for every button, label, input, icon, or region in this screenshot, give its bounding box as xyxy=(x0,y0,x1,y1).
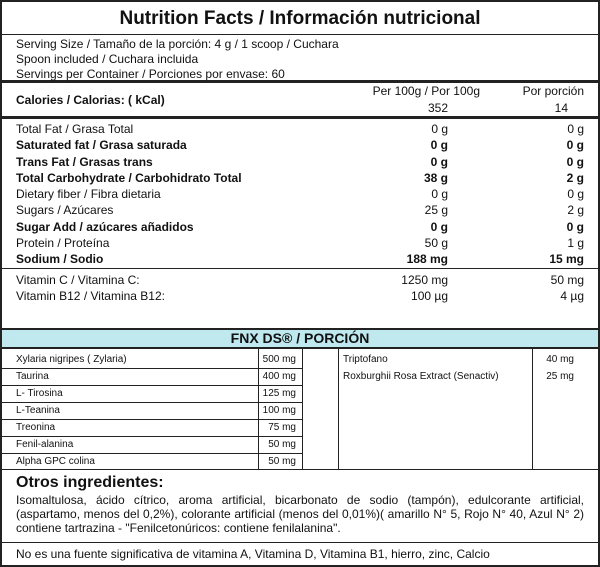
ingredient-name: Roxburghii Rosa Extract (Senactiv) xyxy=(343,370,499,382)
grid-line xyxy=(2,435,302,437)
grid-line xyxy=(532,348,533,469)
ingredient-name: Xylaria nigripes ( Zylaria) xyxy=(16,353,127,365)
serving-line: Servings per Container / Porciones por e… xyxy=(16,67,285,81)
per100-header: Per 100g / Por 100g xyxy=(372,84,480,98)
per100-value: 1250 mg xyxy=(401,272,448,287)
footer: No es una fuente significativa de vitami… xyxy=(16,546,490,561)
ingredient-name: Taurina xyxy=(16,370,49,382)
ingredient-name: Treonina xyxy=(16,421,56,433)
nutrient-row: Dietary fiber / Fibra dietaria 0 g 0 g xyxy=(2,186,598,202)
portion-value: 2 g xyxy=(567,203,584,218)
nutrient-name: Dietary fiber / Fibra dietaria xyxy=(16,187,161,202)
vitamins: Vitamin C / Vitamina C: 1250 mg 50 mg Vitam… xyxy=(2,269,598,328)
portion-value: 1 g xyxy=(567,236,584,251)
ingredient-amount: 400 mg xyxy=(262,370,296,382)
portion-value: 0 g xyxy=(567,187,584,202)
grid-line xyxy=(302,348,303,469)
serving-info: Serving Size / Tamaño de la porción: 4 g… xyxy=(2,35,598,83)
ingredient-name: Alpha GPC colina xyxy=(16,455,95,467)
grid-line xyxy=(258,348,259,469)
ingredient-amount: 50 mg xyxy=(268,438,296,450)
vitamin-row: Vitamin B12 / Vitamina B12: 100 µg 4 µg xyxy=(2,288,598,304)
portion-value: 0 g xyxy=(567,122,584,136)
ingredient-name: L- Tirosina xyxy=(16,387,63,399)
per100-value: 0 g xyxy=(430,154,448,169)
portion-value: 2 g xyxy=(566,170,584,185)
portion-value: 15 mg xyxy=(549,252,584,267)
per100-value: 25 g xyxy=(424,203,448,218)
vitamin-name: Vitamin B12 / Vitamina B12: xyxy=(16,288,165,303)
ingredient-amount: 25 mg xyxy=(546,370,574,382)
serving-line: Spoon included / Cuchara incluida xyxy=(16,52,199,66)
other-text: Isomaltulosa, ácido cítrico, aroma artif… xyxy=(16,492,584,535)
per100-value: 0 g xyxy=(430,219,448,234)
grid-line xyxy=(2,418,302,420)
per100-value: 38 g xyxy=(423,170,448,185)
nutrient-row: Sugar Add / azúcares añadidos 0 g 0 g xyxy=(2,219,598,235)
portion-value: 0 g xyxy=(566,219,584,234)
nutrient-row: Total Fat / Grasa Total 0 g 0 g xyxy=(2,121,598,137)
nutrient-name: Sodium / Sodio xyxy=(16,252,104,267)
title: Nutrition Facts / Información nutriciona… xyxy=(2,2,598,35)
per100-value: 188 mg xyxy=(406,252,448,267)
portion-header: Por porción xyxy=(522,84,584,98)
nutrient-name: Total Carbohydrate / Carbohidrato Total xyxy=(16,170,242,185)
ingredient-amount: 40 mg xyxy=(546,353,574,365)
ingredient-amount: 75 mg xyxy=(268,421,296,433)
vitamin-name: Vitamin C / Vitamina C: xyxy=(16,272,140,287)
calories-per100: 352 xyxy=(427,101,448,115)
per100-value: 50 g xyxy=(424,236,448,251)
grid-line xyxy=(2,401,302,403)
fnx-title: FNX DS® / PORCIÓN xyxy=(2,327,598,349)
vitamin-row: Vitamin C / Vitamina C: 1250 mg 50 mg xyxy=(2,272,598,288)
ingredient-amount: 50 mg xyxy=(268,455,296,467)
per100-value: 0 g xyxy=(431,122,448,136)
grid-line xyxy=(2,384,302,386)
nutrient-name: Saturated fat / Grasa saturada xyxy=(16,138,187,153)
ingredient-amount: 100 mg xyxy=(262,404,296,416)
nutrient-name: Protein / Proteína xyxy=(16,236,110,251)
per100-value: 0 g xyxy=(431,187,448,202)
portion-value: 4 µg xyxy=(560,288,584,303)
ingredient-amount: 500 mg xyxy=(262,353,296,365)
grid-line xyxy=(2,452,302,454)
calories: Calories / Calorias: ( kCal) Per 100g / … xyxy=(2,83,598,119)
portion-value: 0 g xyxy=(566,138,584,153)
grid-line xyxy=(2,367,302,369)
other-ingredients: Otros ingredientes: Isomaltulosa, ácido … xyxy=(2,470,598,543)
serving-line: Serving Size / Tamaño de la porción: 4 g… xyxy=(16,37,339,51)
nutrient-row: Sugars / Azúcares 25 g 2 g xyxy=(2,202,598,218)
nutrient-row: Sodium / Sodio 188 mg 15 mg xyxy=(2,251,598,267)
fnx-table: Xylaria nigripes ( Zylaria) 500 mg Taurina… xyxy=(2,348,598,470)
portion-value: 0 g xyxy=(566,154,584,169)
ingredient-name: Fenil-alanina xyxy=(16,438,74,450)
calories-label: Calories / Calorias: ( kCal) xyxy=(16,93,165,107)
ingredient-amount: 125 mg xyxy=(262,387,296,399)
nutrient-row: Saturated fat / Grasa saturada 0 g 0 g xyxy=(2,137,598,153)
ingredient-name: L-Teanina xyxy=(16,404,60,416)
per100-value: 100 µg xyxy=(411,288,448,303)
nutrient-name: Trans Fat / Grasas trans xyxy=(16,154,153,169)
grid-line xyxy=(338,348,339,469)
portion-value: 50 mg xyxy=(550,272,584,287)
per100-value: 0 g xyxy=(430,138,448,153)
nutrient-name: Total Fat / Grasa Total xyxy=(16,122,134,136)
nutrient-name: Sugars / Azúcares xyxy=(16,203,114,218)
other-title: Otros ingredientes: xyxy=(16,473,164,491)
ingredient-name: Triptofano xyxy=(343,353,388,365)
nutrient-row: Total Carbohydrate / Carbohidrato Total 3… xyxy=(2,170,598,186)
nutrient-row: Trans Fat / Grasas trans 0 g 0 g xyxy=(2,154,598,170)
nutrient-name: Sugar Add / azúcares añadidos xyxy=(16,219,194,234)
nutrient-row: Protein / Proteína 50 g 1 g xyxy=(2,235,598,251)
calories-portion: 14 xyxy=(554,101,568,115)
